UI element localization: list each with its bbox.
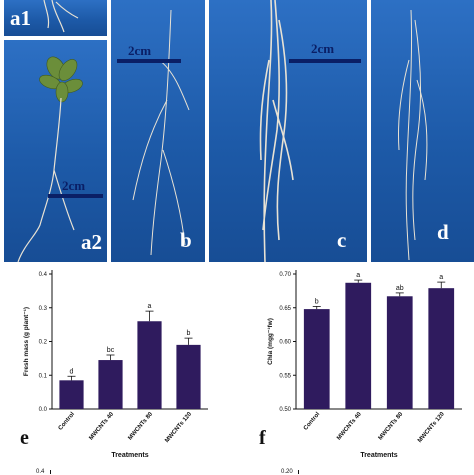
significance-letter: ab (396, 285, 404, 292)
root-drawing-d (398, 9, 428, 261)
y-tick-label: 0.3 (39, 306, 48, 312)
bar (303, 309, 330, 409)
significance-letter: d (70, 368, 74, 375)
y-tick-label: 0.50 (279, 407, 291, 413)
panel-label-b: b (180, 228, 192, 252)
y-tick-label: 0.4 (39, 272, 48, 278)
photo-panel-c: 2cm c (209, 0, 367, 262)
next-chart-tick-left: 0.4 (36, 469, 45, 475)
significance-letter: b (315, 298, 319, 305)
y-axis-label: Chla (mgg⁻¹fw) (267, 318, 274, 365)
bar (386, 296, 413, 409)
category-label: MWCNTs 40 (88, 411, 115, 442)
next-chart-axis-left (50, 470, 51, 474)
y-tick-label: 0.1 (39, 373, 48, 379)
y-tick-label: 0.70 (279, 272, 291, 278)
bar (98, 360, 123, 409)
category-label: MWCNTs 120 (164, 411, 193, 444)
y-tick-label: 0.2 (39, 340, 48, 346)
scale-label-c: 2cm (311, 41, 335, 56)
significance-letter: b (187, 330, 191, 337)
panel-letter-f: f (259, 427, 266, 449)
x-axis-label: Treatments (360, 452, 397, 459)
chlorophyll-a-chart: 0.50 0.55 0.60 0.65 0.70 Chla (mgg⁻¹fw) b Contr… (267, 270, 462, 459)
seedling-drawing-a2 (17, 56, 83, 262)
fresh-mass-chart: 0.0 0.1 0.2 0.3 0.4 Fresh mass (g plant⁻¹) d Co… (23, 270, 208, 459)
panel-label-d: d (437, 220, 449, 244)
panel-letter-e: e (20, 427, 29, 449)
category-label: MWCNTs 80 (127, 411, 154, 442)
scale-bar-c (289, 59, 361, 63)
y-tick-label: 0.55 (279, 373, 291, 379)
significance-letter: a (439, 274, 443, 281)
category-label: MWCNTs 80 (378, 411, 405, 442)
y-axis-label: Fresh mass (g plant⁻¹) (23, 307, 30, 376)
significance-letter: bc (107, 347, 115, 354)
category-label: MWCNTs 40 (336, 411, 363, 442)
y-tick-label: 0.0 (39, 407, 48, 413)
bar (176, 344, 201, 409)
root-drawing-b (132, 9, 190, 256)
x-axis-label: Treatments (111, 452, 148, 459)
photo-panel-a1: a1 (4, 0, 107, 36)
bar (345, 282, 372, 409)
photo-panel-a2: 2cm a2 (4, 40, 107, 262)
panel-label-c: c (337, 228, 347, 252)
significance-letter: a (356, 272, 360, 279)
bar (59, 380, 84, 409)
bar (428, 288, 455, 409)
scale-bar-b (117, 59, 181, 63)
y-tick-label: 0.60 (279, 340, 291, 346)
next-chart-tick-right: 0.20 (281, 469, 293, 475)
category-label: Control (58, 411, 77, 431)
root-drawing-c (259, 0, 294, 262)
y-tick-label: 0.65 (279, 306, 291, 312)
category-label: MWCNTs 120 (417, 411, 446, 444)
significance-letter: a (148, 303, 152, 310)
scale-label-b: 2cm (128, 43, 152, 58)
scale-bar-a2 (48, 194, 103, 198)
root-drawing-a1 (43, 0, 79, 33)
panel-label-a1: a1 (10, 6, 31, 30)
photo-panel-d: d (371, 0, 474, 262)
panel-label-a2: a2 (81, 230, 102, 254)
scale-label-a2: 2cm (62, 178, 86, 193)
next-chart-axis-right (298, 470, 299, 474)
photo-panel-b: 2cm b (111, 0, 205, 262)
bar (137, 321, 162, 409)
category-label: Control (303, 411, 322, 431)
